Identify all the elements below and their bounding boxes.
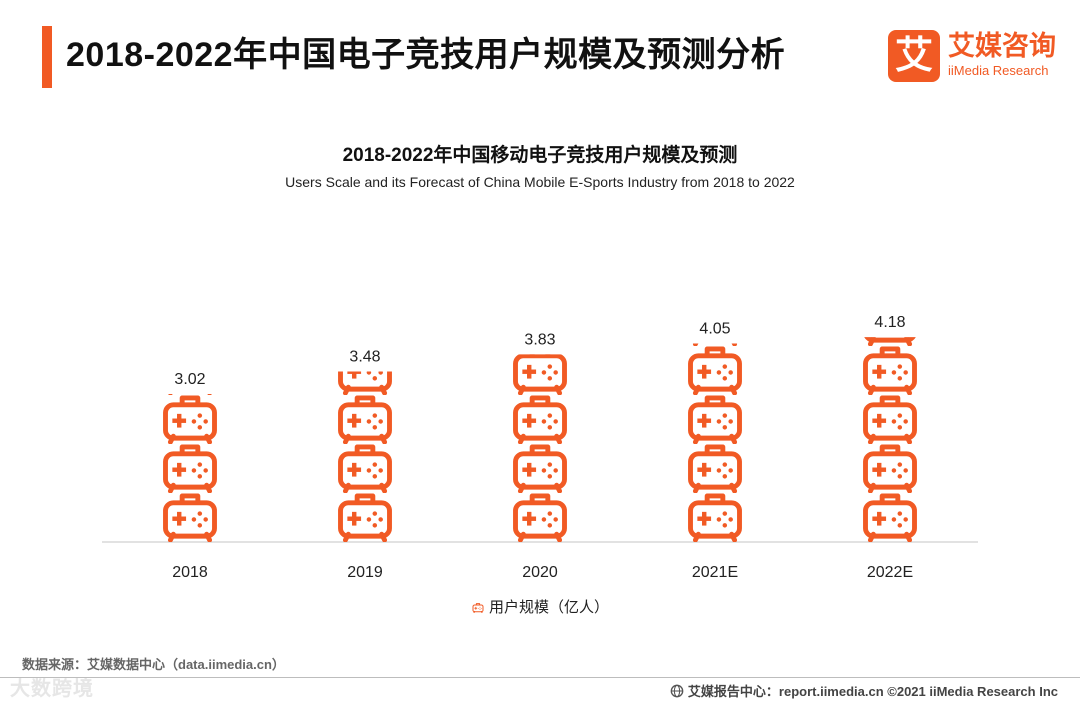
logo-name-cn: 艾媒咨询 [948, 31, 1056, 61]
source-note: 数据来源：艾媒数据中心（data.iimedia.cn） [22, 657, 285, 672]
gamepad-icon [341, 398, 390, 442]
gamepad-icon [341, 496, 390, 540]
footer: 艾媒报告中心：report.iimedia.cn ©2021 iiMedia R… [670, 681, 1058, 700]
logo: 艾 艾媒咨询 iiMedia Research [888, 30, 1068, 86]
globe-icon [670, 684, 684, 698]
logo-mark-icon: 艾 [888, 30, 940, 82]
data-label-2020: 3.83 [524, 331, 555, 348]
x-tick-label-2021E: 2021E [692, 564, 738, 581]
legend: 用户规模（亿人） [0, 596, 1080, 617]
gamepad-icon [866, 496, 915, 540]
legend-gamepad-icon [471, 603, 485, 613]
gamepad-icon [866, 349, 915, 393]
x-tick-label-2020: 2020 [522, 564, 558, 581]
gamepad-icon [166, 447, 215, 491]
page-title: 2018-2022年中国电子竞技用户规模及预测分析 [66, 36, 786, 74]
bar-2019 [341, 349, 390, 540]
gamepad-icon [691, 496, 740, 540]
gamepad-icon [166, 398, 215, 442]
footer-text: 艾媒报告中心：report.iimedia.cn ©2021 iiMedia R… [687, 684, 1058, 699]
gamepad-icon [166, 496, 215, 540]
chart-title: 2018-2022年中国移动电子竞技用户规模及预测 [342, 145, 738, 166]
bar-2022E [866, 300, 915, 540]
gamepad-icon [516, 398, 565, 442]
gamepad-icon [866, 398, 915, 442]
x-tick-label-2019: 2019 [347, 564, 383, 581]
x-tick-label-2022E: 2022E [867, 564, 913, 581]
watermark: 大数跨境 [10, 678, 94, 700]
chart-subtitle: Users Scale and its Forecast of China Mo… [285, 174, 795, 190]
data-label-2018: 3.02 [174, 371, 205, 388]
data-label-2021E: 4.05 [699, 321, 730, 338]
legend-label: 用户规模（亿人） [488, 599, 609, 616]
gamepad-icon [866, 447, 915, 491]
gamepad-icon [691, 349, 740, 393]
title-accent-bar [42, 26, 52, 88]
gamepad-icon [341, 447, 390, 491]
bar-2020 [516, 349, 565, 540]
logo-name-en: iiMedia Research [948, 63, 1049, 78]
gamepad-icon [516, 496, 565, 540]
x-tick-label-2018: 2018 [172, 564, 208, 581]
gamepad-icon [691, 447, 740, 491]
data-label-2022E: 4.18 [874, 314, 905, 331]
data-label-2019: 3.48 [349, 348, 380, 365]
footer-divider [0, 677, 1080, 678]
gamepad-icon [516, 349, 565, 393]
gamepad-icon [516, 447, 565, 491]
gamepad-icon [691, 398, 740, 442]
